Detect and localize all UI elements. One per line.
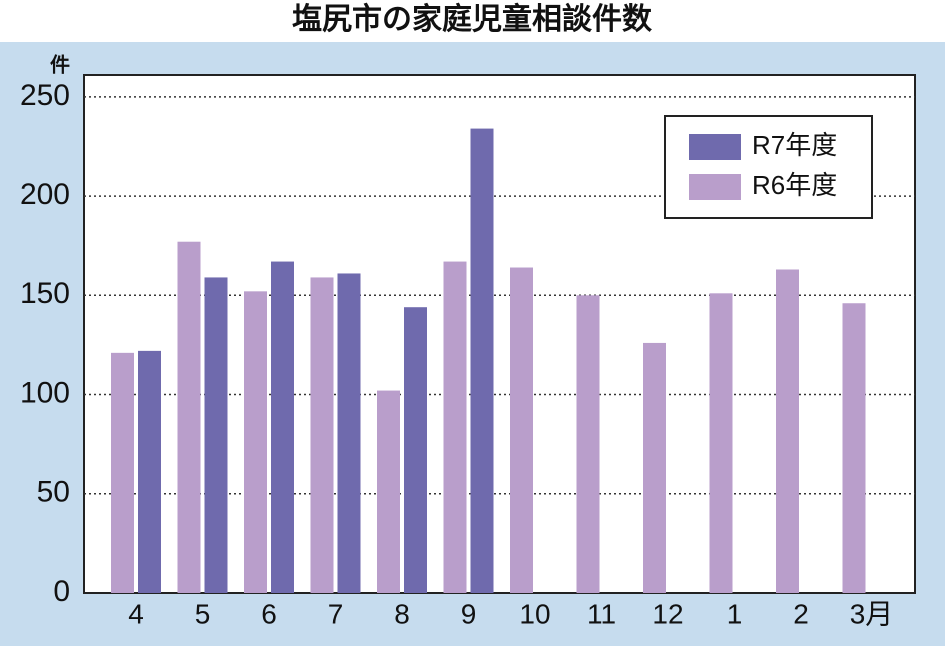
bar bbox=[470, 128, 494, 593]
bar bbox=[337, 273, 361, 593]
bar bbox=[204, 277, 228, 593]
bar bbox=[138, 350, 161, 593]
bar bbox=[443, 261, 467, 593]
bar bbox=[576, 295, 600, 593]
legend-swatch bbox=[689, 134, 741, 160]
y-tick-label: 100 bbox=[20, 376, 70, 409]
bar bbox=[244, 291, 267, 593]
bar bbox=[776, 269, 799, 593]
bar bbox=[842, 303, 866, 593]
bar bbox=[111, 352, 134, 593]
legend-label: R7年度 bbox=[752, 130, 837, 160]
x-tick-label: 11 bbox=[587, 598, 616, 629]
chart-title: 塩尻市の家庭児童相談件数 bbox=[292, 2, 653, 36]
legend-label: R6年度 bbox=[752, 170, 837, 200]
x-tick-label: 6 bbox=[261, 598, 277, 629]
x-tick-label: 10 bbox=[519, 598, 550, 629]
bar bbox=[310, 277, 334, 593]
x-tick-label: 5 bbox=[195, 598, 211, 629]
y-tick-label: 50 bbox=[37, 476, 70, 509]
x-tick-label: 12 bbox=[652, 598, 683, 629]
bar bbox=[177, 241, 201, 593]
x-tick-label: 4 bbox=[128, 598, 144, 629]
x-tick-label: 8 bbox=[394, 598, 410, 629]
legend-box bbox=[664, 115, 873, 219]
y-tick-label: 250 bbox=[20, 79, 70, 112]
bar bbox=[404, 307, 427, 593]
x-tick-label: 2 bbox=[793, 598, 809, 629]
bar bbox=[271, 261, 294, 593]
y-tick-label: 200 bbox=[20, 178, 70, 211]
legend-swatch bbox=[689, 174, 741, 200]
bar bbox=[643, 342, 666, 593]
x-tick-label: 7 bbox=[328, 598, 344, 629]
x-tick-label: 9 bbox=[461, 598, 477, 629]
x-tick-label: 3月 bbox=[850, 598, 894, 629]
y-unit: 件 bbox=[50, 52, 70, 76]
x-tick-label: 1 bbox=[727, 598, 743, 629]
bar bbox=[510, 267, 533, 593]
y-tick-label: 0 bbox=[53, 575, 70, 608]
bar bbox=[377, 390, 400, 593]
y-tick-label: 150 bbox=[20, 277, 70, 310]
bar bbox=[709, 293, 733, 593]
